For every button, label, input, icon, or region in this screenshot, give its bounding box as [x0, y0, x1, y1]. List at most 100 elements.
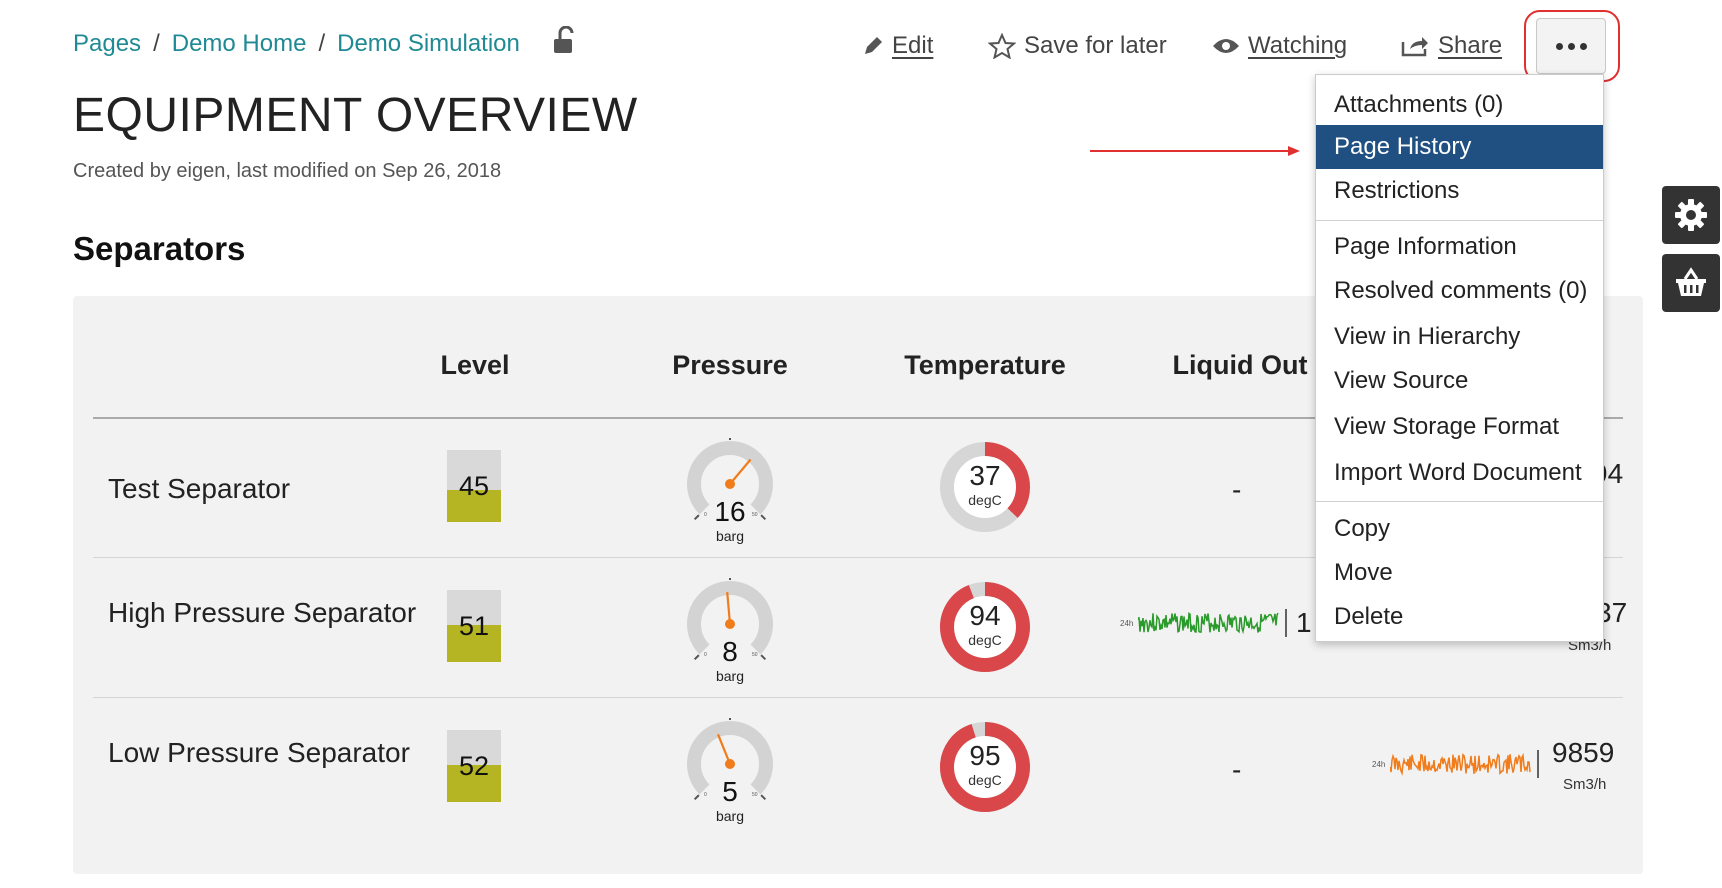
level-fill: [447, 764, 501, 802]
level-value: 51: [458, 610, 490, 641]
page-byline: Created by eigen, last modified on Sep 2…: [73, 160, 502, 182]
share-label: Share: [1438, 32, 1503, 59]
menu-item-import-word-document[interactable]: Import Word Document: [1334, 459, 1582, 486]
column-header-liquid-out: Liquid Out: [1172, 350, 1308, 380]
gauge-needle: [729, 458, 752, 485]
row-divider: [93, 697, 1623, 698]
menu-item-view-storage-format[interactable]: View Storage Format: [1334, 413, 1559, 440]
gauge-track: [687, 581, 773, 655]
menu-item-restrictions[interactable]: Restrictions: [1334, 177, 1460, 204]
donut-ring: [940, 582, 1030, 672]
share-button[interactable]: Share: [1400, 28, 1502, 64]
edit-label: Edit: [892, 32, 934, 59]
temperature-unit: degC: [968, 492, 1002, 508]
sparkline-range-label: 24h: [1120, 619, 1134, 628]
donut-value-arc: [940, 582, 1030, 672]
gauge-tick: [693, 514, 700, 521]
temperature-value: 95: [969, 740, 1001, 771]
gauge-min-label: 0: [704, 792, 707, 798]
star-icon: [988, 33, 1016, 59]
temperature-value: 94: [969, 600, 1001, 631]
section-heading: Separators: [73, 230, 246, 267]
watching-label: Watching: [1248, 32, 1348, 59]
pressure-value: 16: [714, 496, 746, 527]
pressure-gauge: 0 50 8 barg: [680, 574, 780, 688]
breadcrumb-separator: /: [153, 30, 160, 57]
gauge-tick: [760, 794, 767, 801]
temperature-value: 37: [969, 460, 1001, 491]
level-bar: 51: [447, 590, 501, 662]
temperature-unit: degC: [968, 772, 1002, 788]
gauge-tick: [693, 654, 700, 661]
sparkline-range-label: 24h: [1372, 760, 1386, 769]
gauge-track: [687, 441, 773, 515]
breadcrumb-pages[interactable]: Pages: [73, 30, 142, 57]
gas-out-sparkline: [1390, 750, 1539, 778]
more-actions-button[interactable]: [1536, 18, 1606, 74]
gauge-needle: [716, 733, 732, 765]
donut-ring: [940, 442, 1030, 532]
gauge-tick: [760, 514, 767, 521]
breadcrumb: Pages / Demo Home / Demo Simulation: [73, 26, 578, 58]
liquid-out-value: -: [1232, 474, 1242, 505]
breadcrumb-separator: /: [318, 30, 326, 57]
pressure-unit: barg: [715, 668, 745, 684]
pressure-value: 8: [722, 636, 738, 667]
menu-item-page-information[interactable]: Page Information: [1334, 233, 1517, 260]
pressure-gauge: 0 50 5 barg: [680, 714, 780, 828]
level-fill: [447, 625, 501, 662]
more-icon: [1555, 42, 1587, 50]
annotation-arrow: [1090, 146, 1300, 156]
more-actions-menu: Attachments (0) Page History Restriction…: [1315, 74, 1604, 642]
pressure-unit: barg: [715, 808, 745, 824]
temperature-donut: 95 degC: [938, 720, 1032, 814]
sparkline-series: [1138, 612, 1279, 635]
watching-button[interactable]: Watching: [1212, 28, 1347, 64]
menu-item-page-history[interactable]: Page History: [1316, 125, 1603, 169]
gauge-hub: [725, 619, 735, 629]
donut-ring: [940, 722, 1030, 812]
eye-icon: [1213, 39, 1239, 53]
level-fill: [447, 489, 501, 522]
liquid-out-value: -: [1232, 754, 1242, 785]
column-header-level: Level: [440, 350, 510, 380]
page-title: EQUIPMENT OVERVIEW: [73, 89, 638, 142]
breadcrumb-demo-simulation[interactable]: Demo Simulation: [337, 30, 520, 57]
row-divider: [93, 557, 1623, 558]
gauge-max-label: 50: [752, 792, 758, 798]
gauge-needle: [726, 592, 732, 625]
pressure-value: 5: [722, 776, 738, 807]
gauge-tick: [693, 794, 700, 801]
pencil-icon: [865, 37, 882, 54]
settings-button[interactable]: [1662, 186, 1720, 244]
row-name-test-separator: Test Separator: [108, 473, 291, 504]
menu-item-attachments[interactable]: Attachments (0): [1334, 91, 1504, 118]
gauge-dial: 0 50: [687, 574, 773, 661]
save-for-later-button[interactable]: Save for later: [988, 28, 1167, 64]
column-header-temperature: Temperature: [904, 350, 1066, 380]
gauge-hub: [725, 759, 735, 769]
level-value: 45: [458, 470, 490, 501]
menu-item-view-in-hierarchy[interactable]: View in Hierarchy: [1334, 323, 1521, 350]
row-name-low-pressure-separator: Low Pressure Separator: [108, 737, 410, 768]
menu-item-copy[interactable]: Copy: [1334, 515, 1391, 542]
menu-divider: [1316, 501, 1603, 502]
level-bar: 52: [447, 730, 501, 802]
menu-item-move[interactable]: Move: [1334, 559, 1393, 586]
menu-item-resolved-comments[interactable]: Resolved comments (0): [1334, 277, 1588, 304]
edit-button[interactable]: Edit: [862, 28, 933, 64]
pressure-gauge: 0 50 16 barg: [680, 434, 780, 548]
menu-item-view-source[interactable]: View Source: [1334, 367, 1469, 394]
donut-value-arc: [940, 442, 1030, 532]
basket-button[interactable]: [1662, 254, 1720, 312]
page-actions: Edit Save for later Watching Share: [0, 28, 1722, 68]
row-name-high-pressure-separator: High Pressure Separator: [108, 597, 417, 628]
gear-icon: [1675, 199, 1707, 231]
level-bar: 45: [447, 450, 501, 522]
liquid-out-value: 1: [1296, 607, 1312, 638]
unlock-icon[interactable]: [552, 26, 578, 54]
pressure-unit: barg: [715, 528, 745, 544]
gauge-max-label: 50: [752, 652, 758, 658]
breadcrumb-demo-home[interactable]: Demo Home: [171, 30, 307, 57]
menu-item-delete[interactable]: Delete: [1334, 603, 1404, 630]
